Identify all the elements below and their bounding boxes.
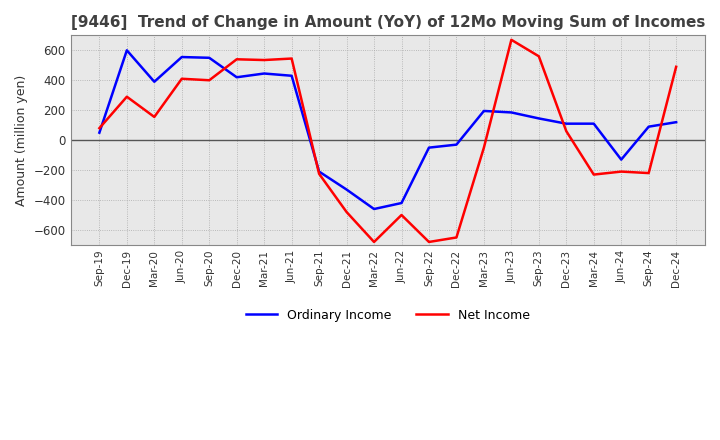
Net Income xyxy=(369,239,378,245)
Ordinary Income xyxy=(205,55,214,60)
Ordinary Income xyxy=(95,130,104,135)
Net Income xyxy=(534,54,543,59)
Ordinary Income xyxy=(369,206,378,212)
Net Income xyxy=(562,128,571,134)
Ordinary Income xyxy=(122,48,131,53)
Ordinary Income xyxy=(425,145,433,150)
Net Income xyxy=(480,145,488,150)
Ordinary Income xyxy=(233,75,241,80)
Net Income xyxy=(260,57,269,62)
Net Income xyxy=(617,169,626,174)
Net Income xyxy=(397,213,406,218)
Net Income xyxy=(205,77,214,83)
Ordinary Income xyxy=(260,71,269,76)
Ordinary Income xyxy=(342,187,351,192)
Title: [9446]  Trend of Change in Amount (YoY) of 12Mo Moving Sum of Incomes: [9446] Trend of Change in Amount (YoY) o… xyxy=(71,15,705,30)
Net Income xyxy=(287,56,296,61)
Ordinary Income xyxy=(562,121,571,126)
Net Income xyxy=(233,57,241,62)
Ordinary Income xyxy=(287,73,296,78)
Ordinary Income xyxy=(534,116,543,121)
Net Income xyxy=(644,170,653,176)
Ordinary Income xyxy=(177,55,186,60)
Y-axis label: Amount (million yen): Amount (million yen) xyxy=(15,74,28,206)
Legend: Ordinary Income, Net Income: Ordinary Income, Net Income xyxy=(240,304,535,327)
Ordinary Income xyxy=(315,169,323,174)
Ordinary Income xyxy=(480,108,488,114)
Line: Ordinary Income: Ordinary Income xyxy=(99,50,676,209)
Net Income xyxy=(452,235,461,240)
Net Income xyxy=(150,114,158,120)
Ordinary Income xyxy=(150,79,158,84)
Ordinary Income xyxy=(452,142,461,147)
Ordinary Income xyxy=(397,200,406,205)
Net Income xyxy=(590,172,598,177)
Net Income xyxy=(672,64,680,70)
Ordinary Income xyxy=(672,120,680,125)
Net Income xyxy=(315,171,323,176)
Net Income xyxy=(425,239,433,245)
Net Income xyxy=(507,37,516,43)
Net Income xyxy=(342,209,351,215)
Net Income xyxy=(177,76,186,81)
Ordinary Income xyxy=(590,121,598,126)
Ordinary Income xyxy=(617,157,626,162)
Ordinary Income xyxy=(644,124,653,129)
Line: Net Income: Net Income xyxy=(99,40,676,242)
Net Income xyxy=(122,94,131,99)
Ordinary Income xyxy=(507,110,516,115)
Net Income xyxy=(95,125,104,131)
